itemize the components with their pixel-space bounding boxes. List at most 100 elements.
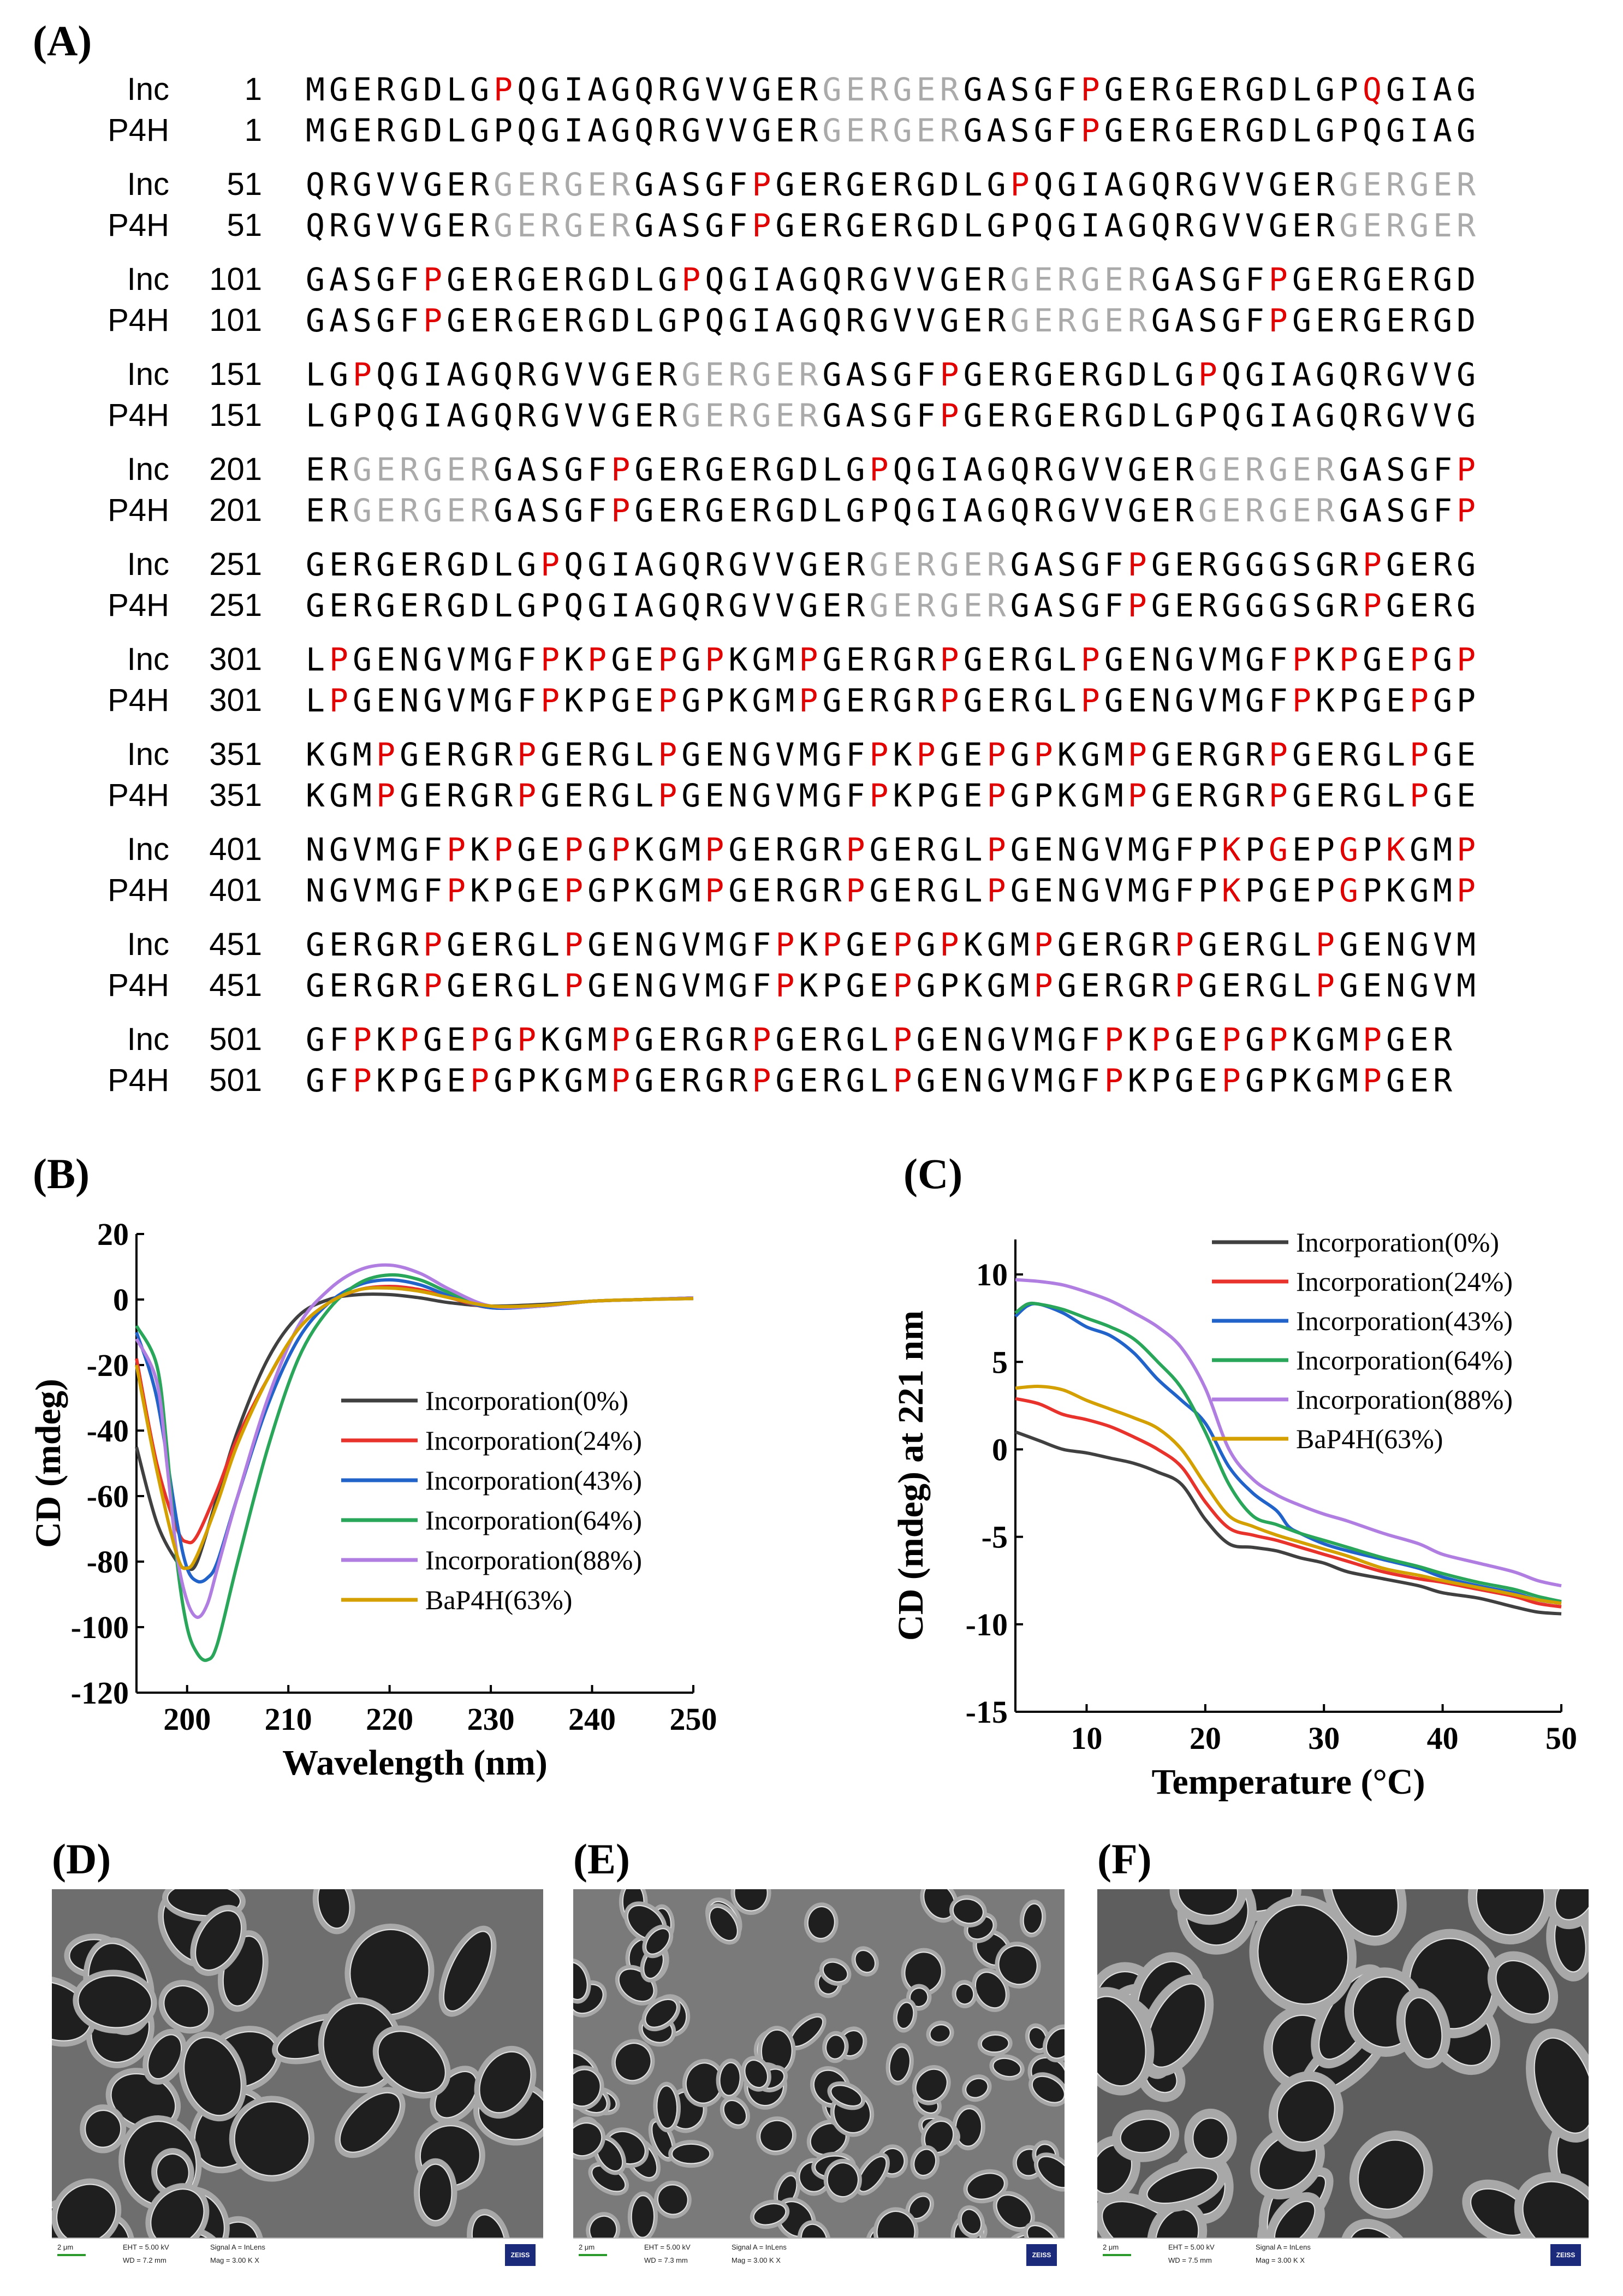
sequence-position: 1 [244,112,262,148]
x-axis-label: Temperature (°C) [1151,1762,1425,1802]
y-tick-label: -120 [71,1675,129,1711]
legend-label: Incorporation(43%) [425,1465,642,1496]
eht-label: EHT = 5.00 kV [1168,2243,1215,2251]
pore [759,2120,794,2152]
sequence-name: Inc [127,737,169,772]
sequence-position: 301 [209,683,262,718]
sequence-name: Inc [127,167,169,202]
pore [1146,2167,1218,2204]
mag-label: Mag = 3.00 K X [1256,2256,1305,2264]
pore [825,2034,846,2060]
pore [78,1975,152,2028]
eht-label: EHT = 5.00 kV [644,2243,691,2251]
pore [915,2068,948,2102]
sequence-text: LGPQGIAGQRGVVGERGERGERGASGFPGERGERGDLGPQ… [306,356,1481,393]
pore [744,2059,768,2089]
cd-spectra-chart: 200 210 220 230 240 250200-20-40-60-80-100-12… [33,1217,717,1783]
zeiss-logo: ZEISS [505,2244,536,2266]
sequence-text: LPGENGVMGFPKPGEPGPKGMPGERGRPGERGLPGENGVM… [306,682,1481,719]
pore [955,1983,974,2005]
x-tick-label: 250 [670,1701,717,1737]
y-axis-label: CD (mdeg) [33,1379,68,1548]
sequence-position: 351 [209,737,262,772]
x-tick-label: 30 [1308,1720,1340,1756]
sequence-name: Inc [127,1022,169,1057]
legend-label: BaP4H(63%) [425,1585,572,1615]
pore [163,1985,210,2028]
sequence-position: 251 [209,547,262,582]
sequence-position: 151 [209,357,262,392]
sequence-name: Inc [127,927,169,962]
legend-label: Incorporation(24%) [1296,1266,1513,1297]
sem-image-f: 2 μm EHT = 5.00 kV WD = 7.5 mm Signal A … [1097,1889,1589,2271]
sequence-text: LPGENGVMGFPKPGEPGPKGMPGERGRPGERGLPGENGVM… [306,641,1481,678]
pore [723,2099,747,2126]
y-tick-label: 10 [976,1257,1008,1292]
mag-label: Mag = 3.00 K X [210,2256,259,2264]
pore [753,2203,787,2226]
y-tick-label: -15 [966,1694,1008,1730]
series-line [1014,1302,1562,1605]
sequence-position: 51 [227,167,262,202]
sequence-position: 301 [209,642,262,677]
scale-bar [57,2254,86,2256]
sequence-name: P4H [108,302,169,338]
pore [889,2046,911,2082]
pore [377,2031,446,2093]
pore [1037,2156,1065,2188]
sequence-name: P4H [108,493,169,528]
scale-bar-label: 2 μm [1103,2243,1119,2251]
x-tick-label: 230 [467,1701,515,1737]
legend-label: Incorporation(64%) [425,1505,642,1535]
sem-info-bar: 2 μm EHT = 5.00 kV WD = 7.2 mm Signal A … [52,2238,543,2271]
pore [896,2002,914,2030]
scale-bar [1103,2254,1131,2256]
sequence-text: NGVMGFPKPGEPGPKGMPGERGRPGERGLPGENGVMGFPK… [306,872,1481,909]
pore [913,2149,937,2176]
signal-label: Signal A = InLens [210,2243,265,2251]
pore [1097,1996,1146,2087]
pore [317,1889,350,1929]
sequence-name: P4H [108,683,169,718]
sequence-text: MGERGDLGPQGIAGQRGVVGERGERGERGASGFPGERGER… [306,71,1481,108]
sequence-position: 201 [209,452,262,487]
panel-label-d: (D) [52,1835,111,1883]
pore [734,1889,768,1912]
legend-label: BaP4H(63%) [1296,1423,1443,1454]
x-tick-label: 240 [568,1701,616,1737]
sequence-position: 351 [209,778,262,813]
sem-info-bar: 2 μm EHT = 5.00 kV WD = 7.3 mm Signal A … [573,2238,1065,2271]
scale-bar-label: 2 μm [579,2243,595,2251]
y-tick-label: -5 [982,1520,1008,1555]
sequence-text: LGPQGIAGQRGVVGERGERGERGASGFPGERGERGDLGPQ… [306,397,1481,434]
pore [709,1907,738,1942]
sequence-name: P4H [108,1063,169,1098]
sequence-name: Inc [127,357,169,392]
x-tick-label: 50 [1545,1720,1577,1756]
pore [573,2069,601,2107]
pore [1476,1889,1545,1936]
sequence-position: 51 [227,207,262,243]
signal-label: Signal A = InLens [1256,2243,1311,2251]
sequence-position: 401 [209,873,262,908]
sequence-position: 151 [209,398,262,433]
pore [980,2034,1009,2053]
sequence-name: Inc [127,452,169,487]
y-tick-label: 0 [992,1432,1008,1467]
sequence-name: P4H [108,207,169,243]
sequence-name: P4H [108,398,169,433]
pore [573,2122,603,2157]
sequence-position: 101 [209,262,262,297]
pore [992,2057,1021,2078]
pore [904,1951,942,1993]
sem-image-d: 2 μm EHT = 5.00 kV WD = 7.2 mm Signal A … [52,1889,543,2271]
sequence-position: 101 [209,302,262,338]
sequence-name: Inc [127,72,169,107]
y-tick-label: -100 [71,1610,129,1645]
sequence-text: GERGERGDLGPQGIAGQRGVVGERGERGERGASGFPGERG… [306,587,1481,624]
y-tick-label: -60 [87,1479,129,1514]
sequence-name: P4H [108,588,169,623]
pore [479,2051,532,2114]
wd-label: WD = 7.5 mm [1168,2256,1212,2264]
